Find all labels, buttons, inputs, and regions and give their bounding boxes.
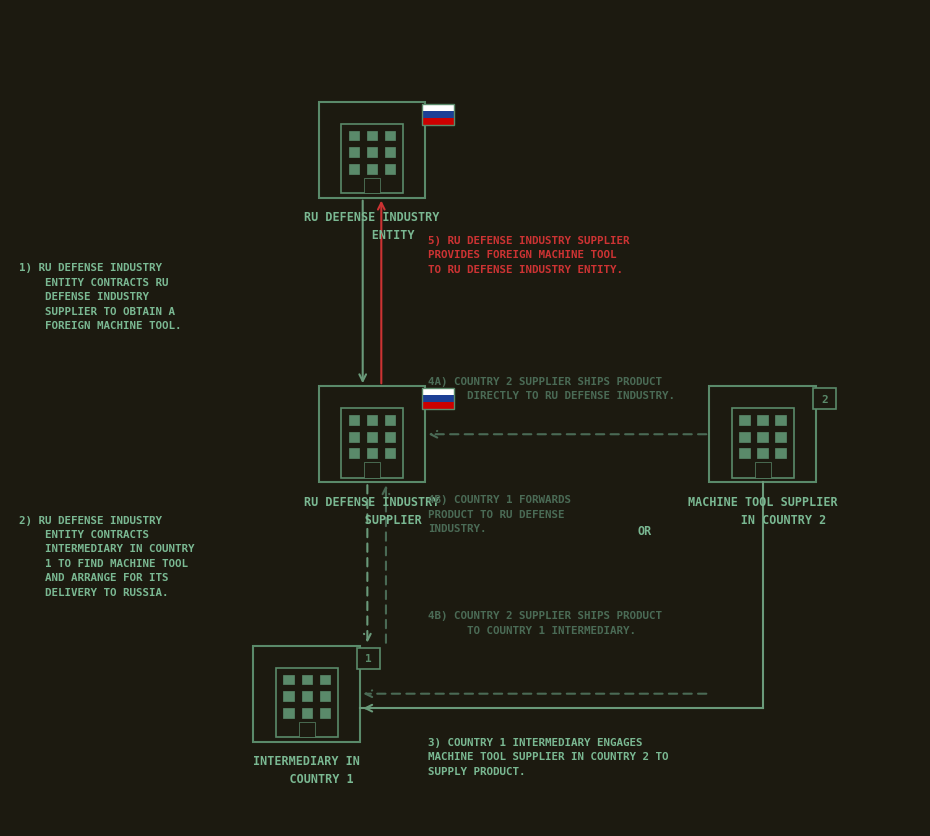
Bar (318, 386, 426, 483)
Bar (422, 104, 455, 111)
Bar (349, 415, 359, 426)
Text: 5) RU DEFENSE INDUSTRY SUPPLIER
PROVIDES FOREIGN MACHINE TOOL
TO RU DEFENSE INDU: 5) RU DEFENSE INDUSTRY SUPPLIER PROVIDES… (428, 236, 630, 274)
Bar (709, 386, 816, 483)
Bar (349, 432, 359, 442)
Bar (318, 103, 426, 199)
Bar (349, 165, 359, 175)
Text: 4A) COUNTRY 2 SUPPLIER SHIPS PRODUCT
      DIRECTLY TO RU DEFENSE INDUSTRY.: 4A) COUNTRY 2 SUPPLIER SHIPS PRODUCT DIR… (428, 376, 675, 401)
Bar (422, 104, 455, 125)
Text: 1) RU DEFENSE INDUSTRY
    ENTITY CONTRACTS RU
    DEFENSE INDUSTRY
    SUPPLIER: 1) RU DEFENSE INDUSTRY ENTITY CONTRACTS … (19, 263, 181, 330)
Bar (732, 409, 793, 478)
Bar (349, 131, 359, 141)
Bar (385, 165, 395, 175)
Bar (366, 415, 378, 426)
Text: 3) COUNTRY 1 INTERMEDIARY ENGAGES
MACHINE TOOL SUPPLIER IN COUNTRY 2 TO
SUPPLY P: 3) COUNTRY 1 INTERMEDIARY ENGAGES MACHIN… (428, 737, 669, 776)
Bar (320, 675, 330, 685)
Bar (366, 148, 378, 158)
Bar (422, 403, 455, 410)
Bar (754, 463, 771, 478)
Bar (739, 432, 750, 442)
Bar (301, 675, 312, 685)
Bar (320, 708, 330, 718)
Bar (776, 449, 786, 459)
Bar (253, 645, 360, 742)
Bar (284, 675, 294, 685)
Bar (364, 179, 380, 194)
Bar (757, 432, 768, 442)
Bar (422, 389, 455, 410)
Bar (385, 148, 395, 158)
Bar (422, 111, 455, 119)
Bar (349, 148, 359, 158)
Bar (813, 389, 836, 410)
Bar (349, 449, 359, 459)
Text: 1: 1 (365, 654, 372, 664)
Text: 4B) COUNTRY 2 SUPPLIER SHIPS PRODUCT
      TO COUNTRY 1 INTERMEDIARY.: 4B) COUNTRY 2 SUPPLIER SHIPS PRODUCT TO … (428, 610, 662, 635)
Bar (357, 648, 380, 669)
Bar (385, 131, 395, 141)
Bar (301, 691, 312, 701)
Text: 2) RU DEFENSE INDUSTRY
    ENTITY CONTRACTS
    INTERMEDIARY IN COUNTRY
    1 TO: 2) RU DEFENSE INDUSTRY ENTITY CONTRACTS … (19, 515, 194, 597)
Bar (364, 463, 380, 478)
Bar (776, 415, 786, 426)
Text: RU DEFENSE INDUSTRY
      ENTITY: RU DEFENSE INDUSTRY ENTITY (304, 212, 440, 242)
Bar (385, 415, 395, 426)
Text: OR: OR (637, 524, 651, 538)
Text: RU DEFENSE INDUSTRY
      SUPPLIER: RU DEFENSE INDUSTRY SUPPLIER (304, 495, 440, 527)
Bar (757, 449, 768, 459)
Bar (757, 415, 768, 426)
Bar (341, 125, 403, 194)
Bar (366, 131, 378, 141)
Text: 4B) COUNTRY 1 FORWARDS
PRODUCT TO RU DEFENSE
INDUSTRY.: 4B) COUNTRY 1 FORWARDS PRODUCT TO RU DEF… (428, 495, 571, 533)
Bar (385, 449, 395, 459)
Text: INTERMEDIARY IN
    COUNTRY 1: INTERMEDIARY IN COUNTRY 1 (254, 754, 360, 786)
Bar (320, 691, 330, 701)
Bar (776, 432, 786, 442)
Text: 2: 2 (821, 395, 828, 405)
Bar (385, 432, 395, 442)
Bar (422, 395, 455, 403)
Bar (422, 119, 455, 125)
Bar (301, 708, 312, 718)
Bar (366, 449, 378, 459)
Bar (422, 389, 455, 395)
Bar (739, 449, 750, 459)
Bar (276, 668, 338, 737)
Bar (341, 409, 403, 478)
Bar (284, 691, 294, 701)
Bar (366, 165, 378, 175)
Bar (284, 708, 294, 718)
Bar (366, 432, 378, 442)
Text: MACHINE TOOL SUPPLIER
      IN COUNTRY 2: MACHINE TOOL SUPPLIER IN COUNTRY 2 (688, 495, 837, 527)
Bar (299, 722, 315, 737)
Bar (739, 415, 750, 426)
